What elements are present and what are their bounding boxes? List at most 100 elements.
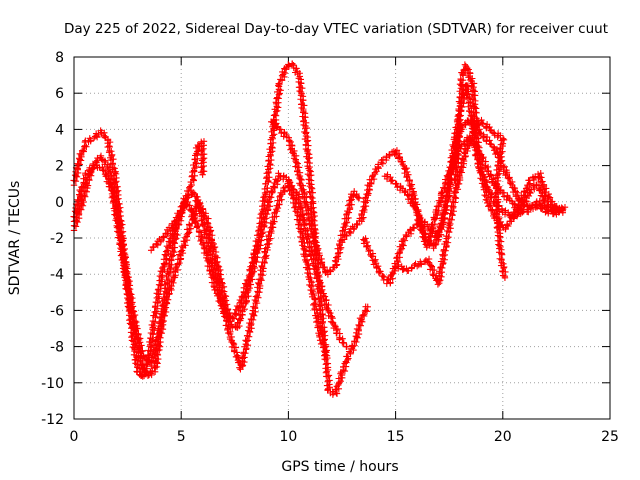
data-point	[434, 275, 442, 283]
data-point	[466, 108, 473, 115]
data-point	[335, 381, 342, 389]
data-point	[512, 206, 520, 213]
data-point	[198, 163, 206, 171]
x-tick-label: 5	[177, 429, 186, 445]
data-point	[306, 270, 314, 278]
data-point	[269, 188, 276, 196]
data-point	[87, 137, 94, 144]
data-point	[397, 246, 404, 254]
data-point	[315, 278, 322, 285]
data-point	[400, 242, 407, 249]
data-point	[313, 274, 321, 281]
data-point	[443, 192, 450, 199]
data-point	[503, 222, 511, 229]
data-point	[250, 263, 258, 270]
data-point	[268, 144, 276, 151]
data-point	[303, 210, 310, 217]
data-point	[308, 256, 315, 263]
data-point	[209, 262, 216, 269]
data-point	[324, 305, 331, 313]
data-point	[496, 233, 504, 240]
y-tick-label: -8	[50, 340, 64, 356]
data-point	[507, 214, 514, 221]
data-point	[157, 323, 165, 331]
data-point	[211, 243, 219, 251]
data-point	[264, 240, 272, 247]
data-point	[225, 329, 232, 337]
data-point	[499, 148, 506, 155]
data-point	[138, 362, 145, 369]
data-point	[442, 197, 449, 205]
data-point	[297, 176, 304, 183]
grid	[74, 57, 610, 419]
data-point	[454, 169, 461, 176]
data-point	[167, 256, 175, 263]
data-point	[84, 176, 91, 183]
data-point	[345, 209, 353, 216]
data-point	[470, 87, 477, 94]
data-point	[139, 373, 146, 380]
data-point	[465, 142, 472, 149]
data-point	[164, 277, 171, 284]
data-point	[257, 242, 264, 249]
data-point	[160, 306, 168, 314]
data-point	[485, 192, 492, 200]
data-point	[298, 176, 305, 184]
data-point	[303, 199, 310, 206]
data-point	[184, 230, 192, 237]
data-point	[309, 189, 316, 196]
data-point	[159, 264, 166, 272]
data-point	[192, 212, 199, 220]
y-tick-label: 8	[55, 50, 64, 66]
data-point	[304, 149, 311, 157]
data-point	[264, 184, 271, 192]
data-point	[133, 331, 140, 338]
data-point	[187, 225, 195, 232]
data-point	[496, 154, 503, 162]
data-point	[427, 226, 435, 233]
data-point	[492, 197, 500, 205]
data-point	[458, 103, 465, 111]
y-tick-label: -12	[41, 412, 64, 428]
x-tick-label: 10	[279, 429, 297, 445]
data-point	[92, 158, 100, 166]
data-point	[368, 253, 375, 260]
data-point	[308, 247, 315, 254]
data-point	[307, 220, 314, 227]
data-point	[559, 209, 567, 216]
data-point	[483, 124, 490, 132]
data-point	[268, 223, 276, 231]
data-point	[158, 313, 166, 321]
data-point	[542, 185, 550, 192]
data-point	[268, 156, 275, 164]
data-point	[421, 230, 428, 237]
data-point	[315, 257, 322, 264]
data-point	[444, 239, 452, 246]
data-point	[294, 212, 301, 219]
data-point	[497, 238, 505, 245]
data-point	[177, 248, 185, 255]
data-point	[410, 224, 417, 232]
data-point	[317, 326, 324, 334]
data-point	[449, 198, 456, 205]
data-point	[194, 148, 201, 155]
data-point	[512, 191, 520, 199]
data-point	[245, 327, 252, 334]
data-point	[407, 230, 415, 237]
data-point	[247, 315, 255, 323]
data-point	[210, 244, 218, 252]
data-point	[457, 75, 464, 83]
data-point	[288, 60, 296, 68]
data-point	[408, 185, 416, 192]
data-point	[465, 66, 472, 73]
data-point	[152, 308, 160, 315]
x-tick-label: 15	[387, 429, 405, 445]
data-point	[222, 307, 230, 314]
data-point	[244, 289, 251, 296]
data-point	[479, 120, 487, 127]
data-point	[469, 99, 477, 107]
data-point	[355, 194, 363, 202]
data-point	[461, 61, 469, 68]
data-point	[273, 213, 280, 220]
data-point	[156, 235, 163, 243]
